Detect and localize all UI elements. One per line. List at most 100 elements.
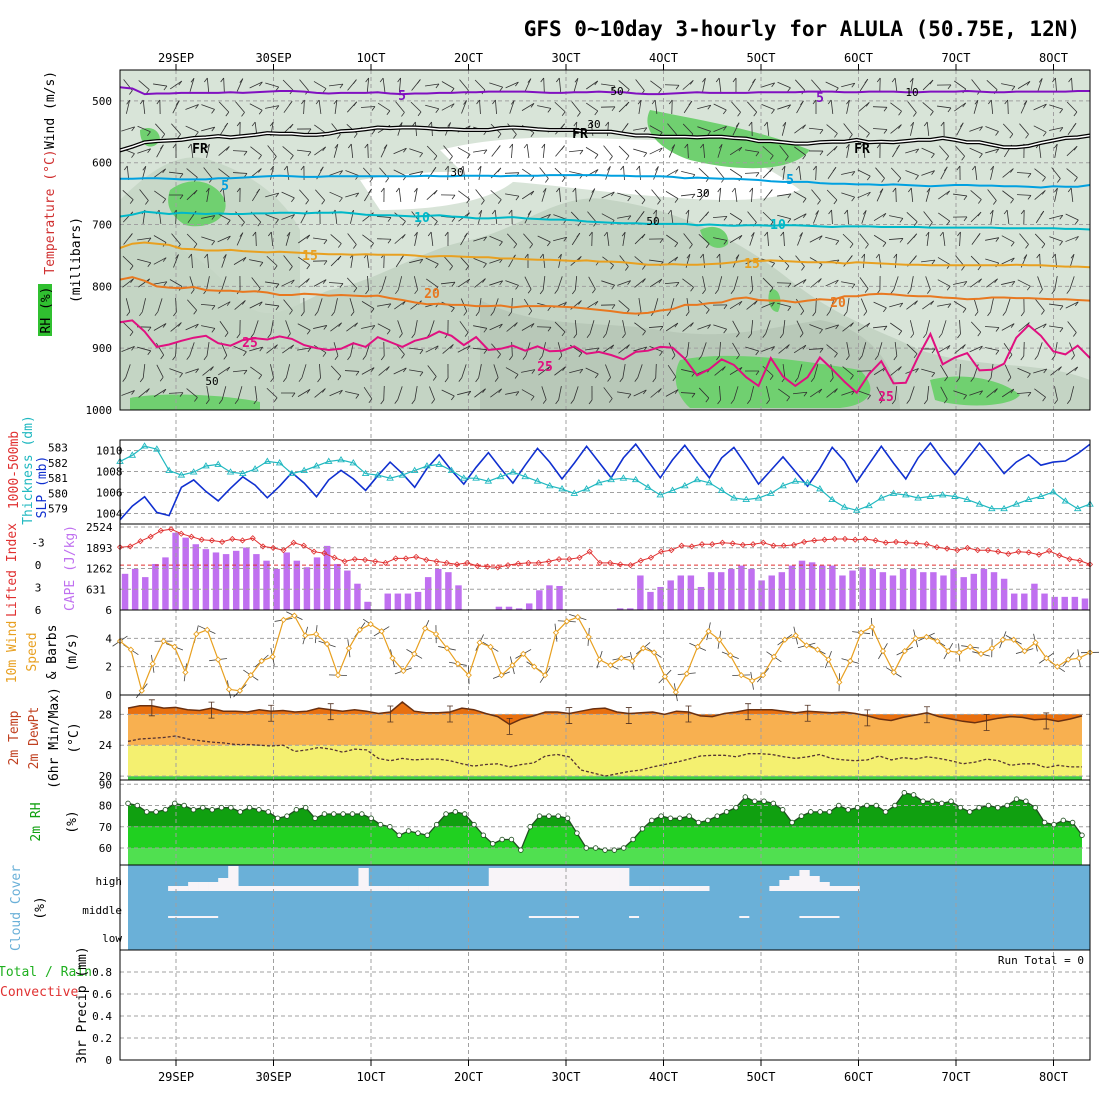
wind-barb xyxy=(857,322,871,332)
wind-barb-flag xyxy=(749,289,754,295)
wind-barb-flag xyxy=(561,177,566,183)
wind-barb-flag xyxy=(1041,310,1045,315)
li-marker xyxy=(984,547,991,554)
date-label-top: 30SEP xyxy=(255,51,291,65)
wind-barb-flag xyxy=(956,377,960,383)
wind-barb-flag xyxy=(419,349,424,355)
wind-barb-flag xyxy=(1051,355,1056,361)
wind-barb xyxy=(777,193,791,197)
rh-marker xyxy=(723,809,730,815)
wind-barb xyxy=(122,278,134,288)
wind-barb-flag xyxy=(977,331,982,337)
wind-barb xyxy=(506,322,518,332)
wind-barb xyxy=(203,167,213,179)
cloud-high-block xyxy=(228,866,239,891)
wind-barb xyxy=(906,300,918,310)
cloud-high-block xyxy=(669,886,680,891)
wind10-marker xyxy=(127,646,135,653)
wind-barb xyxy=(157,298,163,312)
wind-barb xyxy=(185,104,199,110)
wind-barb xyxy=(794,124,806,134)
date-label-top: 7OCT xyxy=(942,51,971,65)
wind-barb-flag xyxy=(717,399,721,405)
wind-barb xyxy=(910,187,914,203)
wind-barb xyxy=(477,210,483,224)
li-marker xyxy=(780,542,787,549)
wind-barb-flag xyxy=(1011,257,1015,263)
wind-barb-flag xyxy=(530,396,535,401)
wind-barb-flag xyxy=(586,333,591,338)
wind-barb xyxy=(813,210,819,224)
cape-bar xyxy=(889,575,897,610)
wind-barb-flag xyxy=(672,376,677,382)
wind-barb-flag xyxy=(1020,209,1025,215)
wind-barb-flag xyxy=(1059,214,1064,220)
temp-axis-title-2: 2m DewPt xyxy=(27,707,42,770)
wind10-marker xyxy=(247,672,254,679)
cape-bar xyxy=(323,545,331,610)
wind-barb-flag xyxy=(126,311,131,317)
wind-barb xyxy=(905,170,919,176)
wind-barb xyxy=(462,166,466,180)
wind-barb-flag xyxy=(835,279,839,285)
date-label-bottom: 8OCT xyxy=(1039,1070,1068,1084)
wind-barb xyxy=(826,145,838,157)
wind-barb xyxy=(398,77,402,93)
wind-barb xyxy=(505,81,519,89)
wind-barb xyxy=(255,231,257,247)
wind-barb xyxy=(985,148,999,154)
wind-barb-flag xyxy=(571,289,576,295)
wind-barb-flag xyxy=(843,311,848,317)
rh-marker xyxy=(1023,798,1029,804)
wind-barb-flag xyxy=(763,121,768,127)
li-marker xyxy=(964,544,971,551)
wind-barb-flag xyxy=(845,143,850,149)
wind-barb xyxy=(729,212,743,222)
wind-barb xyxy=(507,233,517,245)
cape-bar xyxy=(182,537,189,610)
rh-marker xyxy=(910,792,917,798)
wind-barb-flag xyxy=(350,311,355,316)
wind-barb-flag xyxy=(322,352,327,357)
thickness-marker xyxy=(1049,488,1057,495)
wind-barb-flag xyxy=(286,232,291,237)
wind-barb xyxy=(281,279,295,287)
wind-barb xyxy=(1016,391,1032,395)
wind-barb xyxy=(890,124,902,134)
wind-barb xyxy=(489,82,503,88)
wind-barb-flag xyxy=(259,262,264,267)
li-marker xyxy=(525,559,532,566)
li-marker xyxy=(872,537,879,544)
wind-barb xyxy=(714,366,726,376)
wind-barb xyxy=(926,232,930,246)
wind-barb-flag xyxy=(444,165,449,171)
wind-barb-flag xyxy=(594,301,599,306)
wind-barb xyxy=(682,322,694,332)
wind-barb-flag xyxy=(414,231,418,237)
thickness-marker xyxy=(472,474,480,481)
wind-barb xyxy=(601,191,615,199)
wind-barb-flag xyxy=(987,99,992,105)
wind10-marker xyxy=(323,640,331,648)
wind-barb xyxy=(761,301,775,309)
wind-barb-flag xyxy=(291,197,295,203)
wind-barb xyxy=(361,301,375,309)
wind-barb-flag xyxy=(300,165,305,171)
wind-barb xyxy=(298,234,310,244)
cape-bar xyxy=(798,560,806,610)
cloud-middle-block xyxy=(528,916,579,918)
wind-barb-flag xyxy=(417,222,421,227)
wind-barb-flag xyxy=(636,165,640,171)
rh-marker xyxy=(125,800,131,807)
wind-barb-flag xyxy=(994,388,998,393)
wind-barb-flag xyxy=(1059,327,1064,333)
wind-barb xyxy=(697,104,711,110)
wind-barb xyxy=(1071,77,1073,93)
wind-barb xyxy=(253,320,259,334)
wind-barb-flag xyxy=(570,399,575,404)
wind-barb xyxy=(350,254,354,268)
li-marker xyxy=(259,543,267,550)
temp-band-top xyxy=(128,702,1082,725)
rh-marker xyxy=(405,828,412,834)
wind10-marker xyxy=(356,626,363,633)
